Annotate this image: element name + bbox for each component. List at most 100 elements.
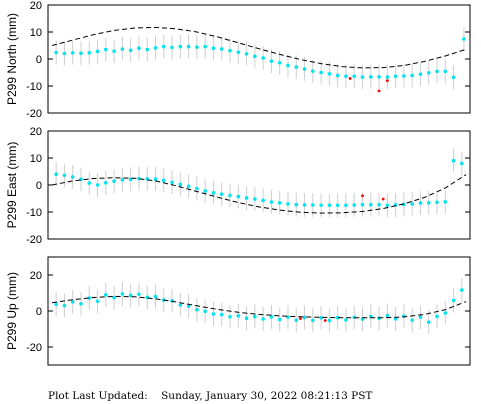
data-point-28 xyxy=(277,201,282,205)
data-point-23 xyxy=(236,194,241,199)
data-point-38 xyxy=(360,75,365,79)
data-point-4 xyxy=(79,177,83,182)
data-point-50 xyxy=(462,37,466,41)
data-point-27 xyxy=(269,59,274,63)
data-point-26 xyxy=(261,317,265,321)
data-point-33 xyxy=(319,203,323,208)
data-point-36 xyxy=(344,203,348,208)
data-point-7 xyxy=(104,293,108,297)
data-point-46 xyxy=(426,320,431,324)
panel-1: -20 -10 0 10 20 P299 North (mm) xyxy=(5,0,471,120)
data-point-29 xyxy=(286,63,290,68)
data-point-3 xyxy=(70,50,75,55)
y-tick-label: 10 xyxy=(30,153,42,165)
data-point-33 xyxy=(319,70,323,75)
data-point-45 xyxy=(418,315,423,319)
plot-frame xyxy=(47,256,471,366)
data-point-35 xyxy=(335,73,340,78)
data-point-6 xyxy=(95,299,100,304)
y-tick-label: -20 xyxy=(26,108,42,120)
data-point-25 xyxy=(253,54,257,59)
data-point-20 xyxy=(211,312,216,316)
data-point-18 xyxy=(195,186,199,191)
data-point-31 xyxy=(302,203,307,207)
outlier-point-2 xyxy=(381,197,385,201)
plot-updated-timestamp: Sunday, January 30, 2022 08:21:13 PST xyxy=(161,390,373,402)
data-point-32 xyxy=(311,318,315,323)
data-point-5 xyxy=(87,50,92,55)
data-point-34 xyxy=(327,203,332,208)
data-point-15 xyxy=(170,45,174,50)
data-point-19 xyxy=(203,309,207,314)
data-point-48 xyxy=(443,69,448,74)
data-point-8 xyxy=(112,179,116,184)
data-point-48 xyxy=(443,311,448,315)
data-point-23 xyxy=(236,314,241,318)
data-point-10 xyxy=(128,293,133,298)
data-point-16 xyxy=(178,303,183,307)
data-point-14 xyxy=(161,44,166,49)
plot-updated-footer: Plot Last Updated: Sunday, January 30, 2… xyxy=(48,390,372,402)
data-point-39 xyxy=(368,202,373,207)
data-point-36 xyxy=(344,318,348,322)
data-point-36 xyxy=(344,74,348,79)
data-point-19 xyxy=(203,189,207,193)
y-tick-label: 10 xyxy=(30,27,42,39)
data-point-7 xyxy=(104,47,108,52)
data-point-47 xyxy=(435,69,439,74)
plot-frame xyxy=(47,4,471,114)
data-point-35 xyxy=(335,315,340,320)
data-point-44 xyxy=(410,318,414,322)
data-point-32 xyxy=(311,69,315,73)
data-point-18 xyxy=(195,45,199,49)
data-point-50 xyxy=(460,161,464,166)
data-point-13 xyxy=(153,294,158,299)
data-point-11 xyxy=(137,292,141,297)
data-point-27 xyxy=(269,200,274,204)
data-point-12 xyxy=(145,47,150,52)
data-point-22 xyxy=(228,193,232,198)
data-point-45 xyxy=(418,201,423,205)
y-axis-title: P299 Up (mm) xyxy=(5,272,19,350)
data-point-7 xyxy=(104,181,108,185)
y-tick-label: 0 xyxy=(36,306,42,318)
data-point-8 xyxy=(112,49,116,53)
data-point-33 xyxy=(319,316,323,320)
data-point-34 xyxy=(327,318,332,323)
data-point-21 xyxy=(219,192,224,196)
data-point-26 xyxy=(261,198,265,203)
data-point-4 xyxy=(79,51,83,56)
data-point-24 xyxy=(244,316,249,321)
data-point-31 xyxy=(302,315,307,320)
model-line xyxy=(51,26,467,69)
data-point-35 xyxy=(335,203,340,208)
data-point-48 xyxy=(443,199,448,204)
y-axis-title: P299 East (mm) xyxy=(5,142,19,229)
outlier-point-1 xyxy=(361,194,364,198)
data-point-23 xyxy=(236,50,241,55)
y-tick-label: 20 xyxy=(30,270,42,282)
plot-updated-label: Plot Last Updated: xyxy=(48,390,148,402)
data-point-45 xyxy=(418,72,423,76)
data-point-5 xyxy=(87,181,92,185)
data-point-47 xyxy=(435,314,439,319)
y-tick-label: -10 xyxy=(26,207,42,219)
data-point-42 xyxy=(393,74,398,79)
data-point-42 xyxy=(393,317,398,321)
outlier-point-2 xyxy=(323,319,327,322)
outlier-point-3 xyxy=(385,79,389,82)
data-point-18 xyxy=(195,307,199,312)
data-point-25 xyxy=(253,197,257,201)
y-axis-title: P299 North (mm) xyxy=(5,13,19,105)
data-point-17 xyxy=(186,44,191,49)
data-point-22 xyxy=(228,48,232,53)
data-point-28 xyxy=(277,60,282,65)
data-point-2 xyxy=(62,173,67,178)
data-point-1 xyxy=(54,50,58,55)
data-point-38 xyxy=(360,202,365,207)
data-point-29 xyxy=(286,202,290,206)
data-point-3 xyxy=(70,175,75,179)
plot-frame xyxy=(47,130,471,240)
data-point-9 xyxy=(120,178,125,182)
